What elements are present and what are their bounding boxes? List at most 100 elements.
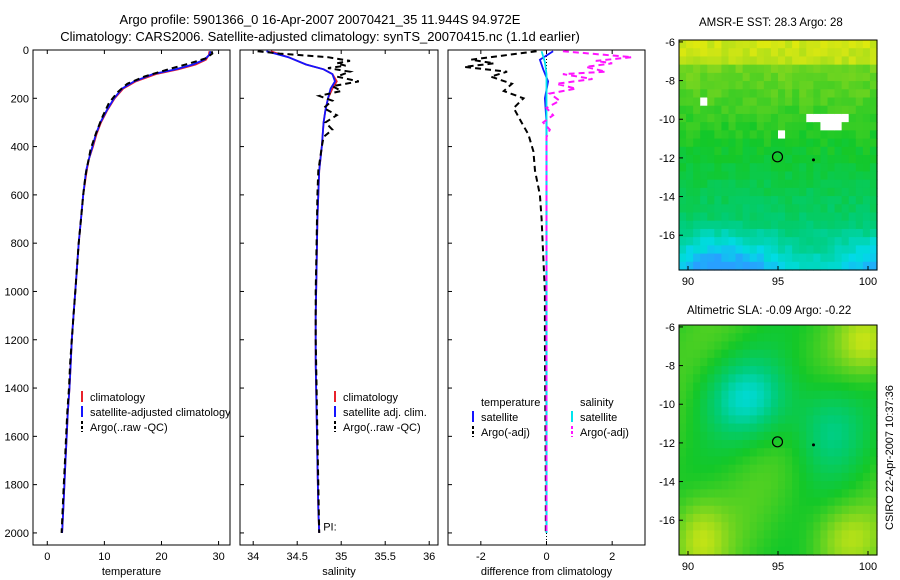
map-cell xyxy=(679,220,687,230)
map-cell xyxy=(834,72,843,82)
map-cell xyxy=(813,481,822,490)
map-cell xyxy=(792,481,800,490)
map-cell xyxy=(700,220,708,230)
map-cell xyxy=(869,113,878,123)
map-cell xyxy=(770,187,779,197)
map-cell xyxy=(707,341,715,351)
map-cell xyxy=(848,196,857,205)
map-cell xyxy=(756,97,765,107)
map-cell xyxy=(686,122,694,131)
map-cell xyxy=(707,431,715,441)
map-cell xyxy=(785,89,793,99)
map-cell xyxy=(707,97,715,107)
map-cell xyxy=(785,481,793,490)
map-cell xyxy=(693,56,701,66)
x-tick-label: 0 xyxy=(543,551,549,563)
map-cell xyxy=(834,415,843,425)
map-cell xyxy=(749,456,758,466)
map-cell xyxy=(792,497,800,507)
map-cell xyxy=(728,374,737,384)
map-cell xyxy=(799,48,807,58)
map-cell xyxy=(799,538,807,548)
map-cell xyxy=(778,179,786,189)
sla-map-panel: 90 95 100-6-8-10-12-14-16 xyxy=(659,322,878,573)
map-cell xyxy=(841,97,850,107)
x-axis-label: temperature xyxy=(102,566,161,578)
map-cell xyxy=(869,489,878,499)
map-cell xyxy=(721,407,730,416)
map-cell xyxy=(749,179,758,189)
map-cell xyxy=(728,204,737,214)
map-cell xyxy=(756,179,765,189)
map-cell xyxy=(700,357,708,367)
map-cell xyxy=(728,440,737,449)
map-cell xyxy=(848,48,857,58)
map-cell xyxy=(714,237,723,246)
map-cell xyxy=(735,456,744,466)
map-x-tick-label: 95 xyxy=(772,561,784,573)
map-cell xyxy=(834,220,843,230)
map-cell xyxy=(707,237,715,246)
map-cell xyxy=(686,179,694,189)
map-cell xyxy=(721,333,730,343)
map-cell xyxy=(855,163,864,173)
map-cell xyxy=(707,472,715,482)
map-cell xyxy=(820,261,829,271)
map-cell xyxy=(763,341,772,351)
map-cell xyxy=(813,382,822,392)
map-cell xyxy=(714,530,723,540)
map-cell xyxy=(806,390,814,400)
map-cell xyxy=(721,220,730,230)
map-cell xyxy=(735,357,744,367)
map-cell xyxy=(792,513,800,523)
map-cell xyxy=(714,431,723,441)
map-cell xyxy=(820,48,829,58)
map-cell xyxy=(813,431,822,441)
map-cell xyxy=(869,261,878,271)
map-cell xyxy=(799,497,807,507)
map-cell xyxy=(714,538,723,548)
map-cell xyxy=(742,398,751,408)
map-cell xyxy=(735,72,744,82)
map-cell xyxy=(806,341,814,351)
map-cell xyxy=(778,237,786,246)
map-cell xyxy=(869,187,878,197)
map-cell xyxy=(862,179,871,189)
map-cell xyxy=(707,374,715,384)
map-cell xyxy=(869,374,878,384)
map-cell xyxy=(679,228,687,238)
map-cell xyxy=(799,245,807,255)
map-cell xyxy=(799,407,807,416)
map-cell xyxy=(700,163,708,173)
map-cell xyxy=(763,349,772,359)
map-cell xyxy=(841,407,850,416)
map-cell xyxy=(742,349,751,359)
map-cell xyxy=(686,366,694,375)
map-cell xyxy=(820,204,829,214)
map-cell xyxy=(728,464,737,474)
map-cell xyxy=(679,505,687,515)
map-cell xyxy=(742,105,751,115)
map-cell xyxy=(862,113,871,123)
map-cell xyxy=(806,40,814,49)
map-cell xyxy=(686,546,694,556)
map-cell xyxy=(749,113,758,123)
map-cell xyxy=(799,481,807,490)
map-cell xyxy=(679,40,687,49)
map-cell xyxy=(799,456,807,466)
map-cell xyxy=(799,423,807,433)
map-cell xyxy=(686,349,694,359)
map-cell xyxy=(841,220,850,230)
map-cell xyxy=(742,97,751,107)
map-cell xyxy=(855,179,864,189)
map-cell xyxy=(834,546,843,556)
map-x-tick-label: 100 xyxy=(859,561,877,573)
map-cell xyxy=(820,155,829,164)
map-cell xyxy=(834,171,843,181)
map-cell xyxy=(679,204,687,214)
map-cell xyxy=(721,489,730,499)
map-cell xyxy=(721,81,730,90)
map-cell xyxy=(799,489,807,499)
map-cell xyxy=(848,130,857,140)
